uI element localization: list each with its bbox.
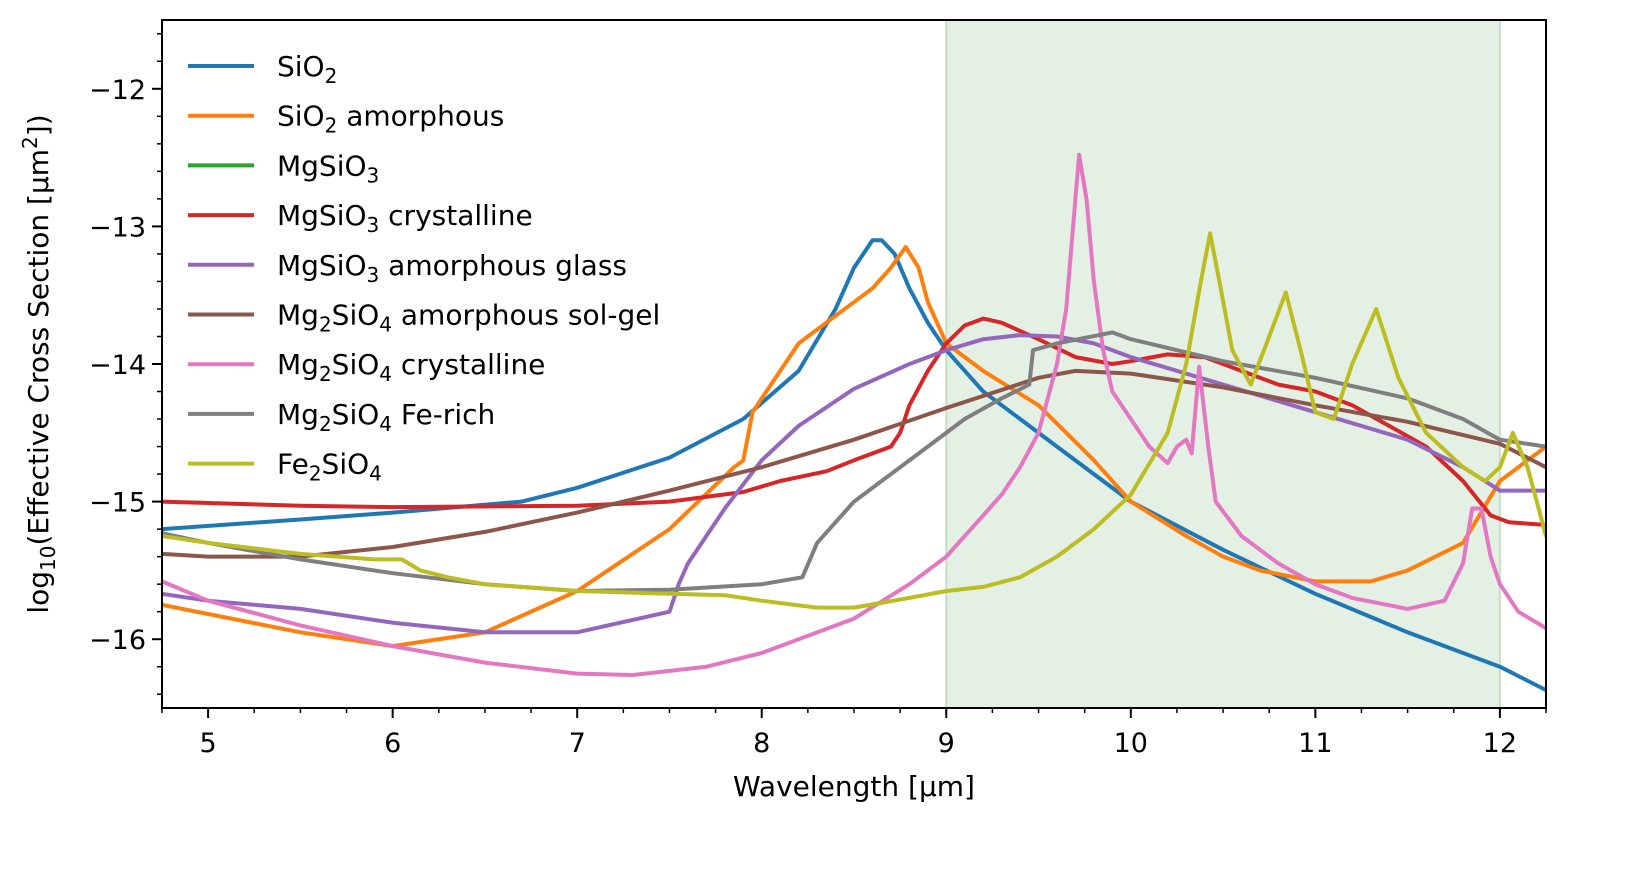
- legend-label: MgSiO3 amorphous glass: [277, 249, 627, 287]
- legend-entry: MgSiO3 amorphous glass: [188, 249, 627, 287]
- legend-label-part: SiO: [277, 100, 325, 133]
- legend-label-part: 2: [309, 462, 322, 486]
- legend-label-part: MgSiO: [277, 199, 367, 232]
- series-line-6: [162, 152, 1546, 677]
- legend-label-part: 2: [325, 114, 338, 138]
- y-axis-ticks: −16 −15 −14 −13 −12: [89, 33, 162, 695]
- legend-label-part: amorphous: [337, 100, 504, 133]
- legend-label-part: SiO: [332, 348, 380, 381]
- series-group: [162, 152, 1546, 693]
- legend-label-part: MgSiO: [277, 249, 367, 282]
- legend-label-part: 4: [379, 313, 392, 337]
- legend-label-part: Mg: [277, 348, 319, 381]
- x-tick-label: 5: [200, 728, 217, 759]
- y-tick-label: −16: [89, 625, 146, 656]
- legend-label-part: amorphous sol-gel: [392, 299, 660, 332]
- legend-label: Mg2SiO4 crystalline: [277, 348, 545, 386]
- y-axis-label: log10(Effective Cross Section [μm2]): [18, 114, 60, 613]
- legend-label-part: 2: [319, 362, 332, 386]
- legend-label-part: 4: [379, 362, 392, 386]
- series-line-8: [162, 231, 1546, 610]
- legend-entry: Mg2SiO4 crystalline: [188, 348, 545, 386]
- legend-label-part: SiO: [332, 299, 380, 332]
- legend-label-part: 2: [319, 412, 332, 436]
- legend-label-part: SiO: [332, 398, 380, 431]
- legend-entry: SiO2 amorphous: [188, 100, 504, 138]
- x-tick-label: 10: [1114, 728, 1148, 759]
- legend-label-part: crystalline: [379, 199, 532, 232]
- y-axis-label-part: ]): [22, 114, 55, 136]
- legend-label-part: 2: [325, 64, 338, 88]
- legend-label: MgSiO3: [277, 149, 379, 187]
- series-line-3: [162, 316, 1546, 527]
- legend-label-part: 3: [367, 213, 380, 237]
- legend-label-part: SiO: [277, 50, 325, 83]
- legend-label-part: SiO: [322, 448, 370, 481]
- y-axis-label-part: log: [22, 571, 55, 614]
- x-tick-label: 11: [1298, 728, 1332, 759]
- legend-entry: Fe2SiO4: [188, 448, 382, 486]
- y-axis-label-part: 2: [18, 136, 42, 149]
- legend-entry: Mg2SiO4 amorphous sol-gel: [188, 299, 660, 337]
- x-tick-label: 12: [1483, 728, 1517, 759]
- y-axis-label-part: 10: [36, 546, 60, 571]
- x-tick-label: 7: [569, 728, 586, 759]
- series-line-5: [162, 368, 1546, 559]
- legend-label-part: Mg: [277, 299, 319, 332]
- x-tick-label: 8: [753, 728, 770, 759]
- legend-label: SiO2: [277, 50, 337, 88]
- legend-label-part: MgSiO: [277, 149, 367, 182]
- legend-label: Mg2SiO4 amorphous sol-gel: [277, 299, 660, 337]
- legend-label-part: 4: [369, 462, 382, 486]
- legend-label-part: Fe: [277, 448, 309, 481]
- legend-label-part: crystalline: [392, 348, 545, 381]
- legend-entry: SiO2: [188, 50, 337, 88]
- legend-label-part: Mg: [277, 398, 319, 431]
- y-axis-label-part: (Effective Cross Section [μm: [22, 149, 55, 546]
- x-axis-ticks: 5 6 7 8 9 10 11 12: [161, 708, 1547, 759]
- x-axis-label: Wavelength [μm]: [733, 770, 975, 803]
- x-tick-label: 6: [384, 728, 401, 759]
- y-tick-label: −14: [89, 350, 146, 381]
- legend-label: MgSiO3 crystalline: [277, 199, 533, 237]
- series-line-0: [162, 238, 1546, 693]
- legend-entry: MgSiO3: [188, 149, 379, 187]
- legend-label-part: Fe-rich: [392, 398, 495, 431]
- legend-entry: MgSiO3 crystalline: [188, 199, 533, 237]
- legend-label: Mg2SiO4 Fe-rich: [277, 398, 495, 436]
- legend-label-part: 4: [379, 412, 392, 436]
- legend-label-part: 3: [367, 263, 380, 287]
- legend-label: Fe2SiO4: [277, 448, 382, 486]
- series-line-4: [162, 333, 1546, 635]
- legend-label: SiO2 amorphous: [277, 100, 504, 138]
- x-tick-label: 9: [938, 728, 955, 759]
- y-tick-label: −15: [89, 488, 146, 519]
- y-tick-label: −12: [89, 75, 146, 106]
- legend-label-part: 3: [367, 163, 380, 187]
- y-tick-label: −13: [89, 212, 146, 243]
- legend-label-part: amorphous glass: [379, 249, 627, 282]
- legend-entry: Mg2SiO4 Fe-rich: [188, 398, 495, 436]
- legend-label-part: 2: [319, 313, 332, 337]
